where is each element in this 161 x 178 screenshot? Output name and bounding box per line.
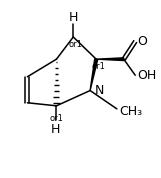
Text: or1: or1 bbox=[50, 114, 63, 123]
Text: O: O bbox=[137, 35, 147, 48]
Text: OH: OH bbox=[137, 69, 156, 82]
Text: N: N bbox=[95, 84, 104, 97]
Text: H: H bbox=[69, 11, 78, 24]
Text: CH₃: CH₃ bbox=[119, 105, 142, 118]
Polygon shape bbox=[96, 58, 124, 61]
Text: or1: or1 bbox=[69, 40, 83, 49]
Text: H: H bbox=[51, 123, 60, 136]
Polygon shape bbox=[90, 59, 98, 91]
Text: or1: or1 bbox=[92, 62, 105, 71]
